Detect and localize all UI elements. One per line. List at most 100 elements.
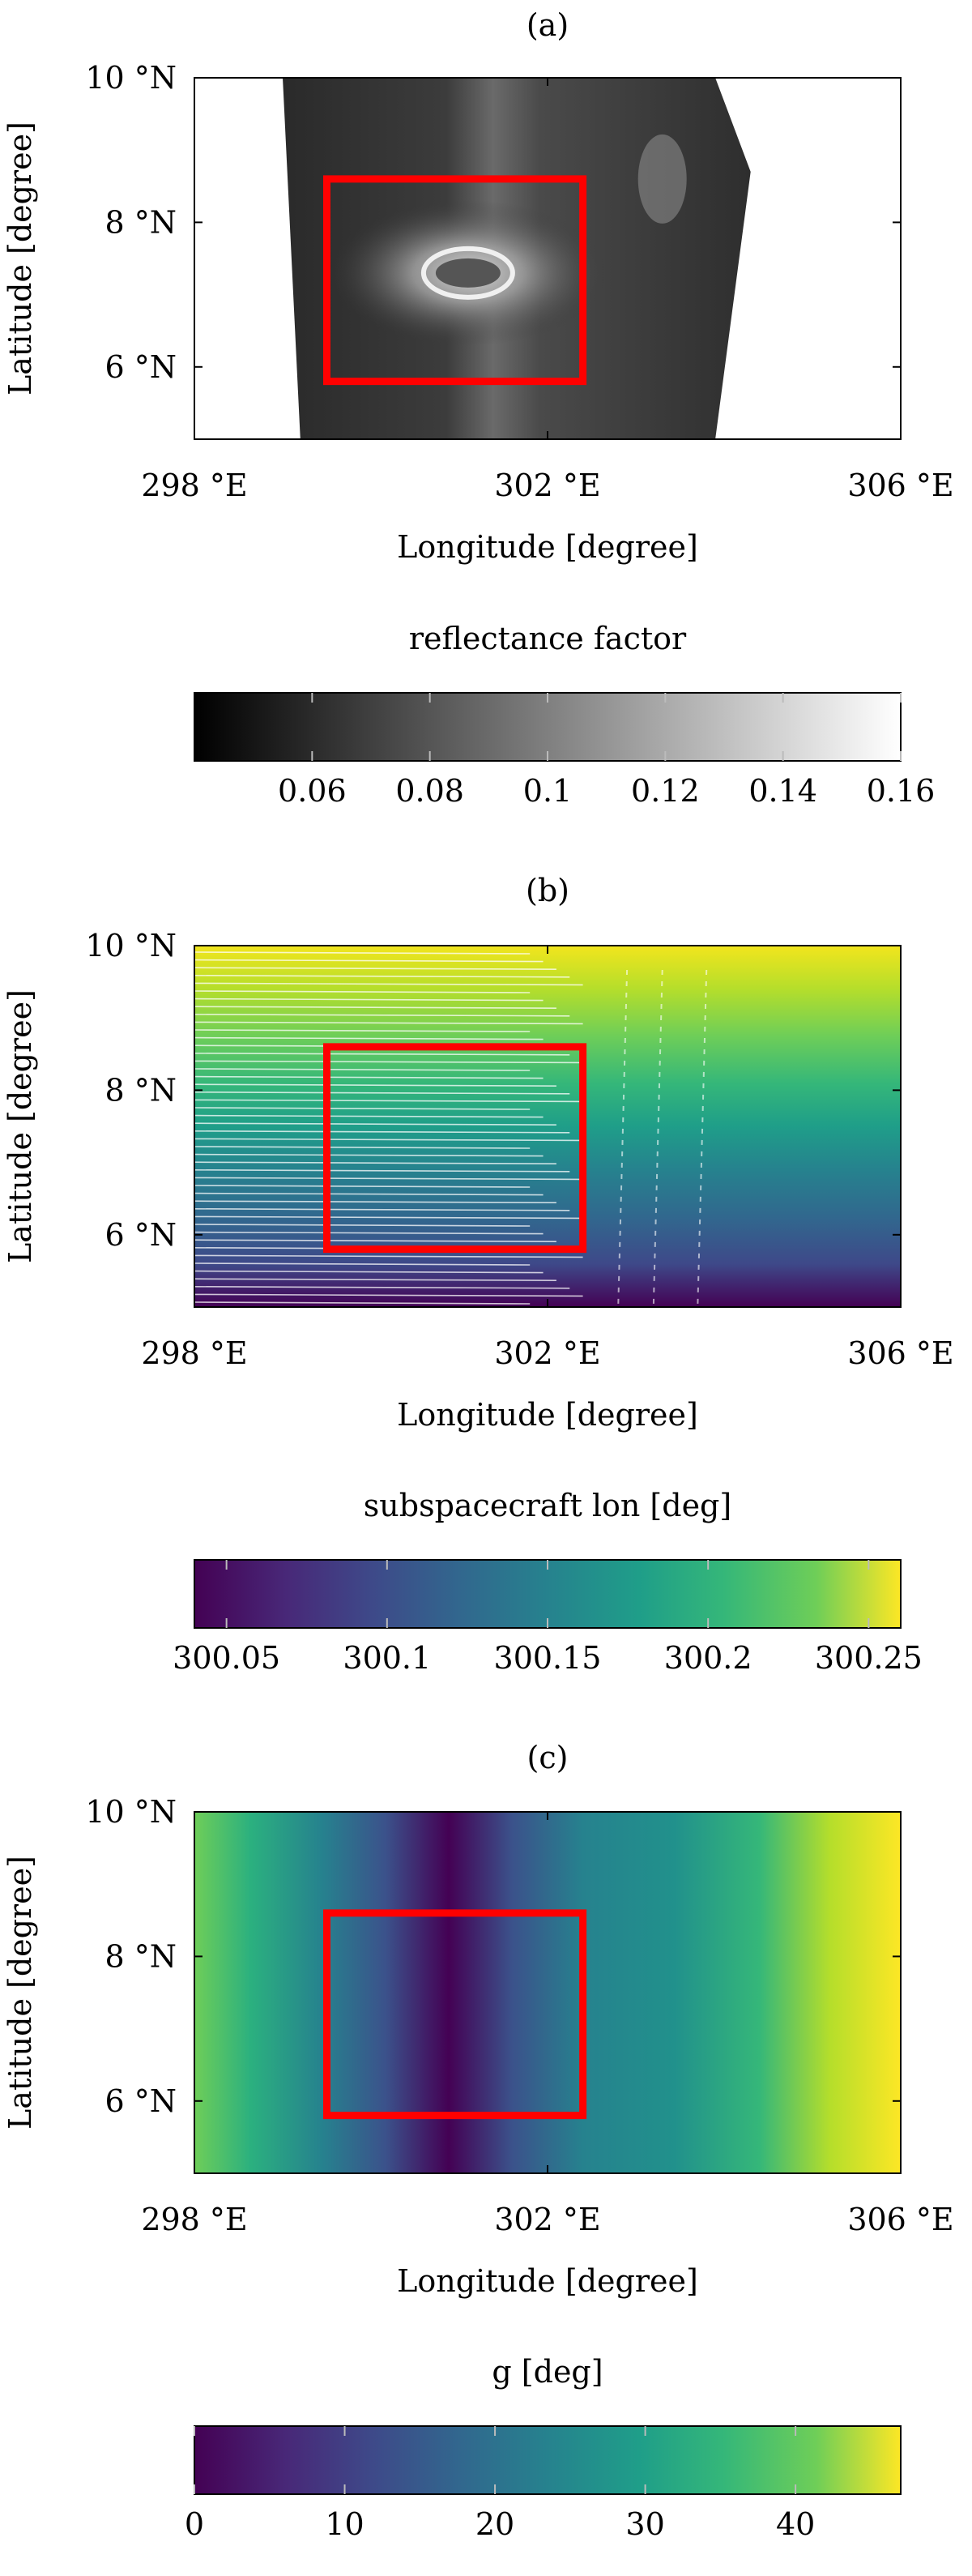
scan-line bbox=[194, 1146, 531, 1149]
scan-line bbox=[194, 1053, 570, 1056]
scan-line bbox=[194, 982, 583, 986]
colorbar-tick-label: 0.12 bbox=[631, 773, 700, 809]
colorbar-tick-label: 0.1 bbox=[523, 773, 572, 809]
scan-line bbox=[194, 1138, 583, 1142]
scan-line bbox=[194, 1262, 531, 1266]
bright-patch bbox=[637, 134, 687, 224]
colorbar-tick-label: 300.15 bbox=[494, 1640, 602, 1676]
x-tick-label: 306 °E bbox=[847, 1335, 953, 1371]
colorbar-tick-label: 300.2 bbox=[664, 1640, 752, 1676]
y-tick-label: 8 °N bbox=[104, 1938, 177, 1974]
scan-line bbox=[194, 1185, 531, 1188]
x-tick-label: 306 °E bbox=[847, 2202, 953, 2237]
scan-line bbox=[194, 1153, 544, 1157]
panel-title: (a) bbox=[526, 7, 569, 43]
scan-line bbox=[194, 1293, 583, 1297]
x-tick-label: 298 °E bbox=[141, 1335, 247, 1371]
x-tick-label: 298 °E bbox=[141, 2202, 247, 2237]
scan-line bbox=[194, 1029, 531, 1032]
colorbar-tick-label: 0.14 bbox=[748, 773, 817, 809]
scan-line bbox=[194, 1286, 570, 1289]
colorbar bbox=[194, 1559, 902, 1629]
colorbar-label: g [deg] bbox=[492, 2354, 603, 2390]
x-axis-label: Longitude [degree] bbox=[397, 1397, 698, 1433]
y-tick-label: 10 °N bbox=[85, 60, 177, 96]
scan-line bbox=[194, 1177, 583, 1181]
region-box bbox=[323, 1043, 587, 1254]
scan-line bbox=[194, 1075, 544, 1079]
colorbar-tick-label: 20 bbox=[475, 2506, 514, 2542]
scan-line bbox=[194, 1060, 583, 1064]
scan-line bbox=[194, 967, 556, 970]
y-tick-label: 6 °N bbox=[104, 1217, 177, 1253]
scan-line bbox=[194, 1169, 570, 1173]
colorbar-tick-label: 300.1 bbox=[343, 1640, 431, 1676]
scan-line bbox=[194, 1200, 556, 1203]
scan-line bbox=[194, 959, 544, 963]
colorbar-label: reflectance factor bbox=[409, 621, 687, 656]
scan-lines bbox=[194, 951, 583, 1305]
y-axis-label: Latitude [degree] bbox=[2, 1856, 38, 2130]
scan-line bbox=[194, 1161, 556, 1164]
scan-line bbox=[194, 1091, 570, 1095]
y-tick-label: 10 °N bbox=[85, 1794, 177, 1830]
y-axis-label: Latitude [degree] bbox=[2, 122, 38, 395]
x-tick-label: 306 °E bbox=[847, 468, 953, 503]
region-box bbox=[323, 175, 587, 386]
colorbar-tick-label: 0.08 bbox=[395, 773, 464, 809]
crater-floor bbox=[435, 258, 501, 288]
y-tick-label: 8 °N bbox=[104, 204, 177, 240]
colorbar-tick-label: 300.05 bbox=[173, 1640, 280, 1676]
scan-line bbox=[194, 1083, 556, 1087]
scan-line bbox=[194, 1231, 544, 1235]
panel-b: (b) 298 °E 302 °E 306 °E 6 °N 8 °N 10 °N Longit… bbox=[2, 873, 954, 1676]
y-tick-label: 8 °N bbox=[104, 1072, 177, 1108]
colorbar-tick-label: 0.16 bbox=[867, 773, 936, 809]
scan-line bbox=[194, 1239, 556, 1242]
scan-line bbox=[194, 1278, 556, 1281]
x-tick-label: 302 °E bbox=[494, 468, 600, 503]
scan-line bbox=[194, 1215, 583, 1220]
colorbar-tick-label: 40 bbox=[776, 2506, 815, 2542]
scan-line bbox=[194, 1270, 544, 1274]
colorbar-label: subspacecraft lon [deg] bbox=[364, 1488, 731, 1523]
colorbar-tick-label: 30 bbox=[625, 2506, 664, 2542]
panel-title: (c) bbox=[527, 1740, 569, 1775]
scan-line bbox=[194, 1130, 570, 1134]
scan-line bbox=[194, 975, 570, 978]
scan-line bbox=[194, 990, 531, 993]
colorbar-tick-label: 300.25 bbox=[815, 1640, 923, 1676]
panel-c: (c) 298 °E 302 °E 306 °E 6 °N 8 °N 10 °N Longit… bbox=[2, 1740, 954, 2542]
scan-line bbox=[194, 1192, 544, 1196]
scan-line bbox=[194, 1107, 531, 1110]
x-axis-label: Longitude [degree] bbox=[397, 529, 698, 565]
colorbar-tick-label: 0 bbox=[185, 2506, 204, 2542]
region-box bbox=[323, 1909, 587, 2120]
panel-a: (a) 298 °E 302 °E 306 °E 6 °N 8 °N 10 °N Longit… bbox=[2, 7, 954, 809]
scan-line bbox=[194, 1254, 583, 1258]
x-tick-label: 302 °E bbox=[494, 2202, 600, 2237]
x-tick-label: 298 °E bbox=[141, 468, 247, 503]
scan-line bbox=[194, 1208, 570, 1211]
scan-line bbox=[194, 1014, 570, 1017]
y-tick-label: 6 °N bbox=[104, 2083, 177, 2119]
y-axis-label: Latitude [degree] bbox=[2, 989, 38, 1263]
colorbar-tick-label: 0.06 bbox=[278, 773, 347, 809]
y-tick-label: 10 °N bbox=[85, 928, 177, 963]
panel-title: (b) bbox=[526, 873, 569, 908]
scan-line bbox=[194, 1224, 531, 1227]
scan-line bbox=[194, 1099, 583, 1103]
scan-line bbox=[194, 1114, 544, 1118]
plot-field bbox=[194, 78, 901, 439]
scan-line bbox=[194, 1122, 556, 1126]
crater-rim bbox=[420, 246, 515, 300]
scan-line bbox=[194, 1036, 544, 1040]
colorbar-tick-label: 10 bbox=[325, 2506, 364, 2542]
y-tick-label: 6 °N bbox=[104, 349, 177, 385]
scan-line bbox=[194, 1301, 531, 1305]
scan-line bbox=[194, 951, 531, 955]
x-axis-label: Longitude [degree] bbox=[397, 2263, 698, 2299]
scan-line bbox=[194, 1068, 531, 1071]
scan-line bbox=[194, 1021, 583, 1025]
